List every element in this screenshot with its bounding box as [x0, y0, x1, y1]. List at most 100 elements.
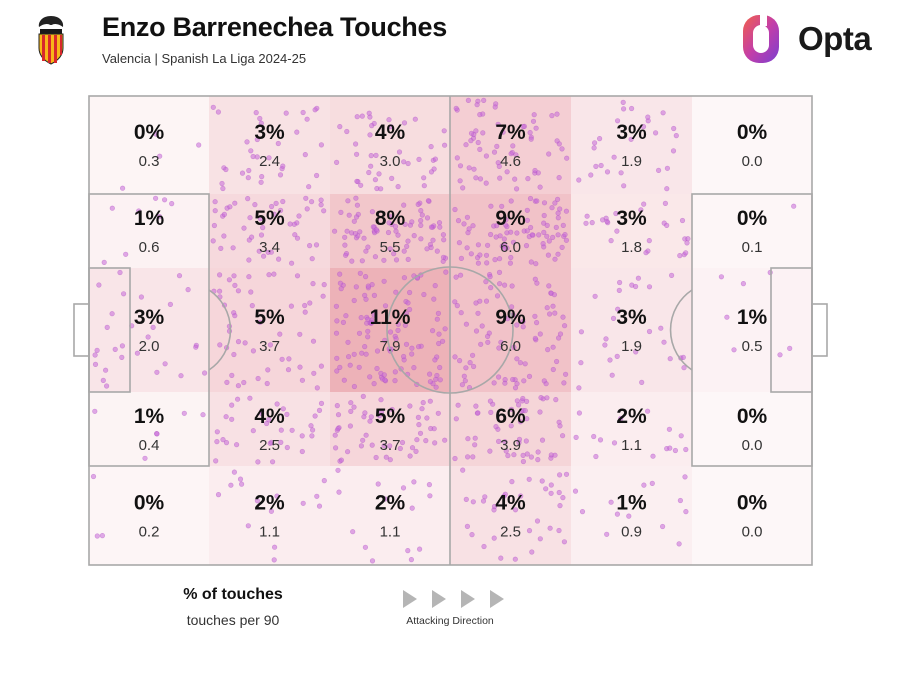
touch-dot — [99, 532, 105, 539]
touch-dot — [483, 252, 490, 258]
zone-percent-label: 3% — [134, 306, 165, 329]
touch-dot — [266, 272, 272, 278]
touch-dot — [423, 438, 429, 444]
touch-dot — [196, 142, 202, 148]
touch-dot — [559, 433, 566, 439]
touch-dot — [419, 406, 425, 412]
touch-dot — [473, 300, 479, 306]
touch-dot — [297, 331, 303, 337]
touch-dot — [395, 184, 401, 190]
touch-dot — [425, 198, 432, 204]
touch-dot — [485, 333, 491, 340]
touch-dot — [399, 439, 406, 446]
touch-dot — [683, 509, 689, 515]
touch-dot — [304, 206, 310, 212]
touch-dot — [264, 380, 270, 387]
zone-percent-label: 4% — [254, 405, 285, 428]
touch-dot — [487, 398, 494, 404]
zone-r0-c0 — [89, 96, 209, 194]
touch-dot — [498, 555, 504, 561]
zone-per90-label: 3.7 — [259, 338, 280, 355]
touch-dot — [284, 444, 290, 451]
touch-dot — [682, 474, 688, 480]
touch-dot — [679, 217, 686, 224]
touch-dot — [433, 384, 439, 390]
touch-dot — [551, 292, 558, 298]
touch-dot — [267, 342, 274, 348]
touch-dot — [428, 169, 435, 175]
valencia-crest-icon — [38, 16, 64, 65]
touch-dot — [628, 136, 634, 142]
touch-dot — [640, 123, 647, 130]
touch-dot — [363, 248, 369, 254]
touch-dot — [94, 533, 100, 539]
zone-percent-label: 1% — [134, 405, 165, 428]
touch-dot — [475, 260, 482, 266]
touch-dot — [387, 329, 394, 335]
touch-dot — [546, 151, 552, 157]
touch-dot — [405, 300, 411, 306]
touch-dot — [683, 250, 689, 256]
touch-dot — [583, 220, 589, 226]
touch-dot — [258, 232, 265, 238]
touch-dot — [333, 445, 339, 451]
touch-dot — [343, 252, 349, 258]
zone-per90-label: 1.9 — [621, 338, 642, 355]
touch-dot — [470, 499, 476, 505]
touch-dot — [345, 198, 351, 204]
touch-dot — [564, 155, 570, 161]
touch-dot — [513, 186, 520, 192]
touch-dot — [514, 322, 520, 328]
touch-dot — [524, 416, 530, 422]
touch-dot — [508, 198, 514, 204]
touch-dot — [777, 352, 783, 358]
touch-dot — [400, 485, 407, 491]
touch-dot — [419, 212, 425, 218]
touch-dot — [416, 422, 422, 428]
touch-dot — [388, 124, 394, 130]
touch-dot — [510, 376, 516, 383]
touch-dot — [405, 160, 411, 167]
touch-dot — [363, 296, 369, 302]
touch-dot — [598, 162, 604, 169]
zone-r0-c5 — [692, 96, 812, 194]
touch-dot — [320, 293, 326, 299]
touch-dot — [526, 476, 532, 482]
touch-dot — [426, 482, 433, 488]
touch-dot — [404, 243, 410, 249]
touch-dot — [488, 203, 494, 209]
touch-dot — [497, 175, 503, 181]
touch-dot — [541, 229, 547, 235]
touch-dot — [254, 136, 260, 143]
touch-dot — [264, 420, 270, 427]
touch-dot — [428, 144, 434, 150]
touch-dot — [354, 151, 360, 157]
touch-dot — [452, 455, 458, 462]
touch-dot — [672, 447, 679, 454]
touch-dot — [403, 341, 410, 347]
touch-dot — [430, 328, 436, 334]
touch-dot — [214, 439, 220, 445]
zone-percent-label: 1% — [737, 306, 768, 329]
touch-dot — [480, 130, 486, 136]
touch-dot — [226, 277, 232, 283]
touch-dot — [157, 153, 163, 159]
touch-dot — [548, 490, 554, 496]
touch-dot — [318, 400, 325, 407]
touch-dot — [337, 271, 343, 277]
zone-percent-label: 9% — [495, 306, 526, 329]
touch-dot — [417, 546, 423, 552]
touch-dot — [242, 340, 248, 346]
touch-dot — [362, 544, 369, 550]
touch-dot — [641, 482, 647, 488]
touch-dot — [215, 109, 221, 115]
touch-dot — [150, 324, 156, 331]
touch-dot — [467, 360, 473, 366]
touch-dot — [299, 377, 306, 383]
touch-dot — [416, 344, 422, 350]
touch-dot — [518, 408, 524, 415]
touch-dot — [522, 361, 528, 367]
touch-dot — [241, 225, 247, 231]
touch-dot — [510, 239, 517, 245]
touch-dot — [405, 256, 411, 263]
